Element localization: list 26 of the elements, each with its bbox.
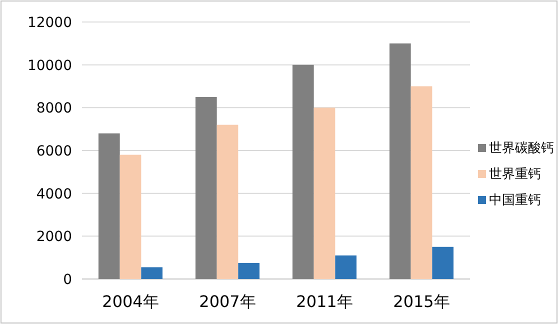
bar [410, 86, 432, 279]
y-tick-label: 12000 [27, 15, 72, 31]
bar [195, 96, 217, 279]
y-tick-label: 4000 [36, 186, 72, 202]
x-tick-label: 2011年 [296, 292, 353, 311]
bar [120, 154, 142, 279]
bar [389, 43, 411, 279]
y-tick-label: 8000 [36, 100, 72, 117]
y-tick-label: 10000 [27, 58, 72, 74]
legend-label: 世界重钙 [489, 167, 541, 182]
bar [98, 133, 120, 279]
x-tick-label: 2015年 [393, 292, 450, 311]
legend-label: 中国重钙 [489, 193, 541, 208]
bar [292, 64, 314, 279]
x-tick-label: 2004年 [102, 292, 159, 311]
bar [432, 246, 454, 279]
legend-label: 世界碳酸钙 [489, 141, 554, 156]
bar [238, 262, 260, 279]
bar [216, 124, 238, 279]
x-tick-label: 2007年 [199, 292, 256, 311]
bar [141, 267, 163, 279]
bar [335, 255, 357, 279]
y-tick-label: 2000 [36, 229, 72, 246]
y-tick-label: 0 [63, 272, 72, 288]
y-tick-label: 6000 [36, 144, 72, 160]
bar [314, 108, 336, 279]
